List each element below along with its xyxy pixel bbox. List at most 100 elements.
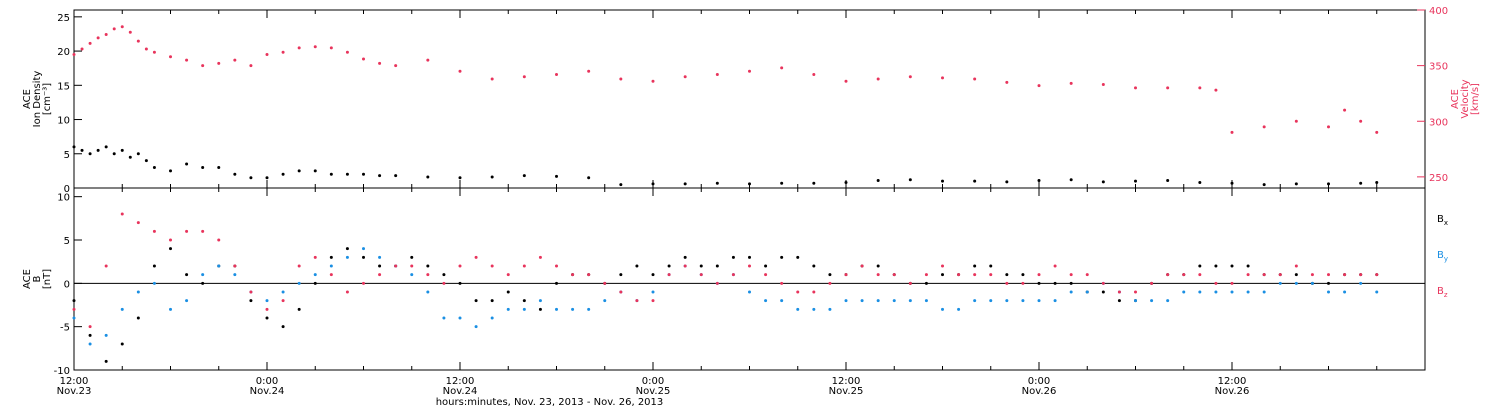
point-by (538, 299, 542, 303)
point-bx (555, 281, 558, 285)
point-bx (796, 255, 800, 259)
point-velocity (715, 73, 719, 77)
point-bz (1182, 273, 1186, 277)
point-bz (394, 264, 398, 268)
point-by (1134, 299, 1137, 303)
point-bx (764, 264, 768, 268)
point-bz (780, 281, 784, 285)
point-velocity (96, 36, 100, 40)
x-tick-label: 0:00 (1028, 376, 1050, 387)
point-bx (812, 264, 816, 268)
point-by (796, 307, 800, 311)
x-tick-label: 0:00 (256, 376, 278, 387)
point-bx (1117, 299, 1121, 303)
y-axis-label-velocity: ACE (1450, 89, 1461, 109)
point-by (1246, 290, 1250, 294)
point-by (1198, 290, 1202, 294)
point-by (973, 299, 977, 303)
y-axis-label-velocity: [km/s] (1470, 83, 1481, 115)
point-ion-density (973, 179, 977, 183)
point-bz (104, 264, 108, 268)
point-by (957, 307, 961, 311)
point-by (812, 307, 816, 311)
point-bz (1214, 281, 1218, 285)
y-tick-label-b: 10 (57, 193, 70, 204)
point-ion-density (394, 174, 398, 178)
point-bz (908, 281, 912, 285)
point-bz (201, 229, 205, 233)
point-by (924, 299, 928, 303)
point-bx (973, 264, 977, 268)
point-velocity (1343, 108, 1347, 112)
point-bz (72, 307, 76, 311)
point-ion-density (1375, 181, 1379, 185)
bottom-panel-frame (73, 187, 1426, 371)
point-velocity (1327, 125, 1330, 129)
x-tick-date: Nov.23 (57, 386, 92, 397)
point-velocity (1198, 86, 1202, 90)
point-bz (474, 255, 478, 259)
point-by (860, 299, 864, 303)
point-bz (1069, 273, 1073, 277)
point-bx (715, 264, 719, 268)
point-velocity (812, 73, 816, 77)
point-bz (1294, 264, 1298, 268)
point-ion-density (1327, 182, 1330, 186)
point-bz (1005, 281, 1009, 285)
point-ion-density (426, 175, 430, 179)
point-ion-density (1069, 178, 1073, 182)
point-ion-density (112, 152, 116, 156)
point-velocity (112, 27, 116, 31)
point-by (104, 333, 108, 337)
point-ion-density (313, 169, 317, 173)
point-bz (1117, 290, 1121, 294)
point-bx (362, 255, 365, 259)
point-velocity (72, 53, 76, 56)
y-tick-label-density: 5 (64, 150, 70, 161)
point-by (442, 316, 446, 320)
point-bz (1166, 273, 1170, 277)
point-velocity (1375, 130, 1379, 134)
point-by (233, 273, 237, 277)
point-bz (973, 273, 977, 277)
point-bz (120, 212, 124, 216)
x-tick-label: 0:00 (642, 376, 664, 387)
point-ion-density (715, 181, 719, 185)
point-velocity (587, 69, 591, 73)
point-ion-density (249, 176, 253, 180)
point-bz (603, 281, 607, 285)
point-ion-density (458, 176, 462, 180)
point-by (1150, 299, 1154, 303)
point-velocity (490, 77, 494, 81)
point-velocity (1005, 80, 1009, 84)
y-tick-label-velocity: 400 (1429, 6, 1448, 17)
point-ion-density (378, 174, 382, 178)
point-bz (731, 273, 735, 277)
point-by (603, 299, 607, 303)
point-by (941, 307, 944, 311)
x-tick-date: Nov.25 (829, 386, 864, 397)
point-velocity (555, 73, 558, 77)
point-bx (1327, 281, 1330, 285)
point-ion-density (233, 172, 237, 176)
point-bx (88, 333, 92, 337)
point-by (892, 299, 896, 303)
point-bx (345, 247, 349, 251)
point-bz (410, 264, 414, 268)
point-by (72, 316, 76, 320)
point-bx (683, 255, 687, 259)
point-by (1262, 290, 1266, 294)
y-tick-label-density: 0 (64, 184, 70, 195)
point-by (313, 273, 317, 277)
point-bz (1359, 273, 1363, 277)
point-ion-density (1005, 180, 1009, 184)
point-bz (812, 290, 816, 294)
point-bz (635, 299, 639, 303)
point-by (1214, 290, 1218, 294)
point-bz (217, 238, 221, 242)
point-ion-density (1134, 179, 1137, 183)
point-bx (876, 264, 880, 268)
x-tick-date: Nov.24 (250, 386, 285, 397)
point-by (1310, 281, 1314, 285)
point-ion-density (1230, 181, 1234, 185)
